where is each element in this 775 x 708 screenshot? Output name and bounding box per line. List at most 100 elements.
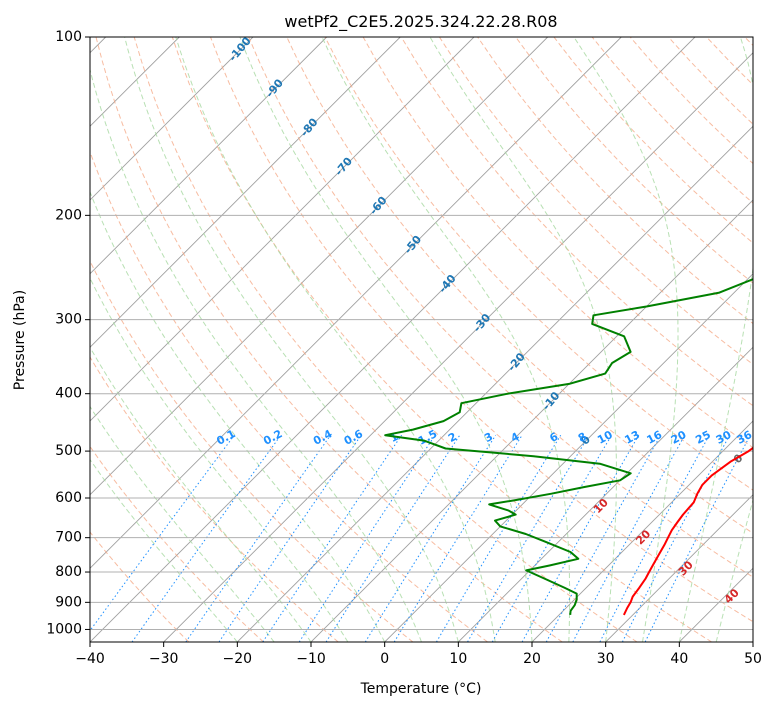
dry-adiabat-line bbox=[90, 259, 414, 642]
mixing-ratio-line bbox=[90, 434, 235, 632]
x-axis-label: Temperature (°C) bbox=[360, 681, 482, 697]
isotherm-line bbox=[678, 567, 753, 642]
mixing-ratio-label: 36 bbox=[735, 428, 755, 447]
moist-adiabat-lines bbox=[90, 37, 753, 642]
isotherm-line bbox=[236, 125, 753, 642]
mixing-ratio-line bbox=[185, 434, 332, 642]
background-line-labels: -100-90-80-70-60-50-40-30-20-1000.1 0.2 0.… bbox=[214, 37, 755, 606]
isotherm-line bbox=[90, 37, 696, 642]
mixing-ratio-line bbox=[491, 434, 613, 642]
moist-adiabat-line bbox=[90, 190, 386, 642]
moist-adiabat-label: 10 bbox=[591, 496, 611, 516]
y-axis-label: Pressure (hPa) bbox=[12, 290, 28, 390]
temperature-series-line bbox=[622, 446, 753, 616]
x-tick-label: 10 bbox=[449, 651, 467, 667]
moist-adiabat-line bbox=[573, 37, 679, 642]
isotherm-line bbox=[163, 52, 753, 642]
dry-adiabat-line bbox=[248, 37, 753, 578]
y-tick-label: 900 bbox=[55, 594, 82, 610]
x-axis-ticks: −40 −30 −20 −10 0 10 20 30 40 50 bbox=[75, 642, 762, 667]
isotherm-line bbox=[605, 494, 753, 642]
dry-adiabat-line bbox=[324, 37, 753, 491]
moist-adiabat-line bbox=[678, 37, 753, 642]
moist-adiabat-line bbox=[90, 67, 422, 642]
mixing-ratio-label: 0.2 bbox=[261, 427, 284, 448]
mixing-ratio-label: 20 bbox=[669, 428, 689, 447]
isotherm-line bbox=[90, 37, 254, 201]
x-tick-label: −40 bbox=[75, 651, 105, 667]
dry-adiabat-line bbox=[438, 37, 753, 366]
y-tick-label: 300 bbox=[55, 312, 82, 328]
isotherm-line bbox=[384, 273, 753, 642]
y-tick-label: 200 bbox=[55, 207, 82, 223]
x-tick-label: 50 bbox=[744, 651, 762, 667]
mixing-ratio-label: 30 bbox=[714, 428, 734, 447]
dry-adiabat-line bbox=[171, 37, 712, 642]
isotherm-line bbox=[90, 37, 622, 569]
mixing-ratio-line bbox=[435, 434, 562, 642]
mixing-ratio-label: 13 bbox=[622, 428, 642, 447]
isotherm-line bbox=[752, 641, 753, 642]
dewpoint-series-line bbox=[384, 278, 753, 615]
dry-adiabat-line bbox=[706, 37, 753, 86]
y-tick-label: 500 bbox=[55, 443, 82, 459]
dry-adiabat-line bbox=[90, 150, 488, 642]
mixing-ratio-line bbox=[621, 434, 731, 642]
mixing-ratio-label: 10 bbox=[595, 428, 615, 447]
mixing-ratio-line bbox=[644, 434, 751, 642]
mixing-ratio-label: 25 bbox=[693, 428, 713, 447]
dry-adiabat-line bbox=[90, 356, 339, 642]
mixing-ratio-label: 0.6 bbox=[342, 427, 366, 448]
isotherm-line bbox=[90, 37, 475, 422]
mixing-ratio-label: 0.1 bbox=[214, 427, 237, 448]
moist-adiabat-line bbox=[90, 405, 275, 642]
mixing-ratio-line bbox=[572, 434, 686, 642]
x-tick-label: −30 bbox=[149, 651, 179, 667]
moist-adiabat-line bbox=[90, 458, 238, 642]
x-tick-label: 20 bbox=[523, 651, 541, 667]
mixing-ratio-line bbox=[131, 434, 282, 642]
moist-adiabat-line bbox=[90, 277, 349, 642]
dry-adiabat-line bbox=[515, 37, 753, 284]
isotherm-line bbox=[90, 37, 401, 348]
mixing-ratio-line bbox=[262, 434, 403, 642]
x-tick-label: 40 bbox=[670, 651, 688, 667]
mixing-ratio-label: 2 bbox=[446, 430, 459, 445]
mixing-ratio-line bbox=[521, 434, 640, 642]
mixing-ratio-lines bbox=[90, 434, 751, 642]
x-tick-label: −10 bbox=[296, 651, 326, 667]
y-tick-label: 700 bbox=[55, 530, 82, 546]
dry-adiabat-lines bbox=[90, 37, 753, 642]
mixing-ratio-label: 0.4 bbox=[311, 427, 335, 448]
dry-adiabat-line bbox=[90, 445, 264, 642]
mixing-ratio-line bbox=[364, 434, 497, 642]
x-tick-label: 0 bbox=[380, 651, 389, 667]
moist-adiabat-line bbox=[715, 498, 753, 642]
y-tick-label: 400 bbox=[55, 386, 82, 402]
isobar-grid bbox=[90, 37, 753, 630]
y-tick-label: 1000 bbox=[46, 621, 82, 637]
moist-adiabat-line bbox=[124, 37, 459, 642]
moist-adiabat-label: 40 bbox=[722, 586, 742, 606]
dry-adiabat-line bbox=[210, 37, 753, 623]
x-tick-label: 30 bbox=[597, 651, 615, 667]
moist-adiabat-line bbox=[321, 37, 571, 642]
dry-adiabat-line bbox=[90, 531, 190, 642]
isotherm-line bbox=[310, 199, 753, 642]
mixing-ratio-line bbox=[218, 434, 362, 642]
dry-adiabat-line bbox=[400, 37, 753, 407]
plot-area: -100-90-80-70-60-50-40-30-20-1000.1 0.2 0.… bbox=[90, 37, 755, 642]
isotherm-line bbox=[531, 420, 753, 642]
y-tick-label: 100 bbox=[55, 29, 82, 45]
y-tick-label: 800 bbox=[55, 564, 82, 580]
dry-adiabat-line bbox=[591, 37, 753, 204]
y-axis-ticks: 100 200 300 400 500 600 700 800 900 1000 bbox=[46, 29, 90, 637]
mixing-ratio-line bbox=[325, 434, 461, 642]
isotherm-lines bbox=[90, 37, 753, 642]
mixing-ratio-label: 16 bbox=[645, 428, 665, 447]
dry-adiabat-line bbox=[95, 37, 563, 642]
mixing-ratio-label: 3 bbox=[482, 430, 495, 445]
moist-adiabat-line bbox=[239, 37, 533, 642]
plot-frame bbox=[89, 36, 754, 643]
